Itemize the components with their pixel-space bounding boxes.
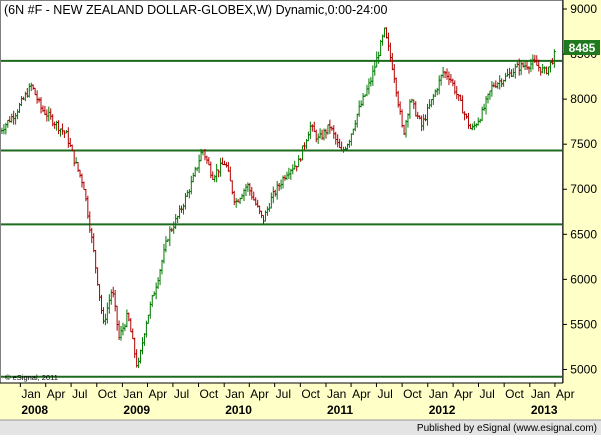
- year-label: 2009: [123, 403, 150, 417]
- year-label: 2008: [21, 403, 48, 417]
- right-axis-panel: [563, 0, 601, 383]
- bottom-axis-panel: [0, 383, 601, 420]
- y-tick-label: 7500: [570, 137, 597, 151]
- year-label: 2011: [327, 403, 353, 417]
- x-tick-label: Oct: [301, 387, 320, 401]
- x-tick-label: Jul: [174, 387, 189, 401]
- copyright-text: © eSignal, 2011: [5, 373, 58, 382]
- x-tick-label: Apr: [454, 387, 473, 401]
- year-label: 2012: [429, 403, 456, 417]
- y-tick-label: 5000: [570, 362, 597, 376]
- x-tick-label: Jul: [72, 387, 87, 401]
- x-tick-label: Oct: [403, 387, 422, 401]
- year-label: 2010: [225, 403, 252, 417]
- y-tick-label: 8000: [570, 92, 597, 106]
- y-tick-label: 9000: [570, 2, 597, 16]
- horizontal-levels: [0, 59, 563, 378]
- last-price-label: 8485: [569, 41, 596, 55]
- y-tick-label: 5500: [570, 317, 597, 331]
- x-tick-label: Oct: [98, 387, 117, 401]
- y-tick-label: 7000: [570, 182, 597, 196]
- x-tick-label: Apr: [250, 387, 269, 401]
- year-label: 2013: [531, 403, 558, 417]
- x-tick-label: Jan: [123, 387, 142, 401]
- x-tick-label: Jul: [276, 387, 291, 401]
- x-tick-label: Oct: [200, 387, 219, 401]
- footer-bar: [0, 420, 601, 435]
- x-tick-label: Jan: [225, 387, 244, 401]
- x-axis-ticks: Jan Apr Jul Oct Jan Apr Jul Oct Jan Apr Jul Oct Jan A…: [19, 383, 575, 417]
- x-tick-label: Jul: [377, 387, 392, 401]
- x-tick-label: Oct: [505, 387, 524, 401]
- x-tick-label: Jan: [327, 387, 346, 401]
- x-tick-label: Jan: [429, 387, 448, 401]
- published-by-text: Published by eSignal (www.esignal.com): [417, 423, 597, 434]
- x-tick-label: Jul: [480, 387, 495, 401]
- x-tick-label: Apr: [149, 387, 168, 401]
- y-tick-label: 6500: [570, 227, 597, 241]
- chart-title: (6N #F - NEW ZEALAND DOLLAR-GLOBEX,W) Dy…: [4, 3, 387, 17]
- x-tick-label: Apr: [47, 387, 66, 401]
- chart-title-box: [1, 1, 421, 18]
- x-tick-label: Jan: [21, 387, 40, 401]
- x-tick-label: Jan: [531, 387, 550, 401]
- x-tick-label: Apr: [352, 387, 371, 401]
- x-tick-label: Apr: [556, 387, 575, 401]
- last-price-badge: 8485: [564, 40, 600, 55]
- price-bars: [0, 27, 556, 369]
- ohlc-bar: [552, 49, 556, 68]
- y-tick-label: 6000: [570, 272, 597, 286]
